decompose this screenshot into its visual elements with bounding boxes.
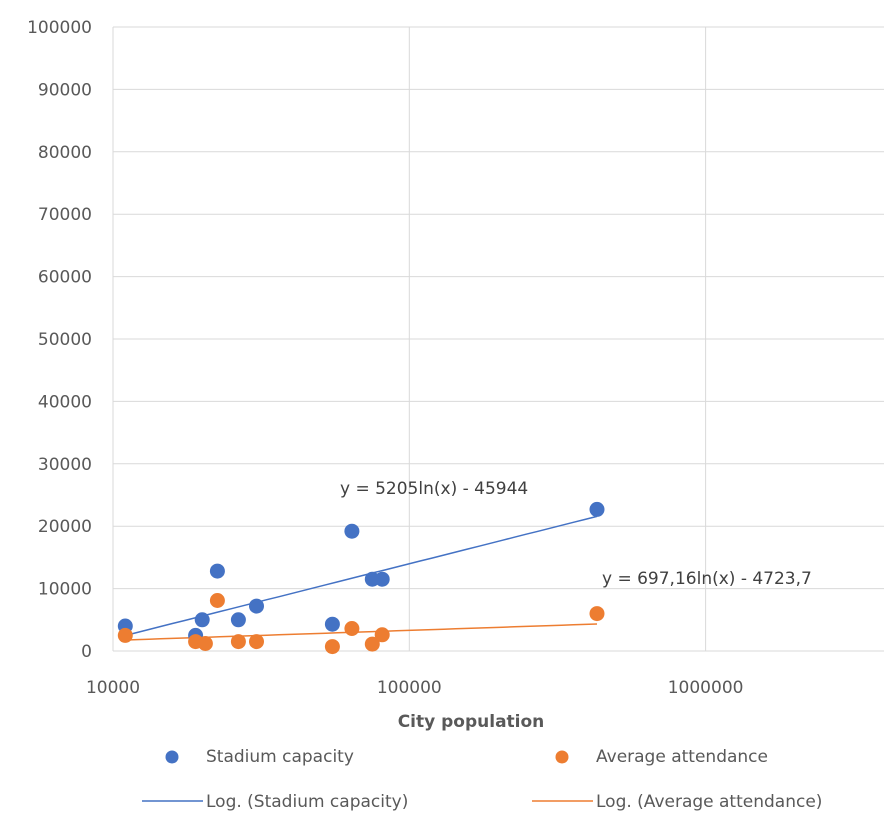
y-tick-label: 40000: [38, 392, 92, 412]
stadium-capacity-point: [324, 616, 340, 632]
legend-item-log-average-attendance: Log. (Average attendance): [532, 792, 822, 812]
y-tick-label: 20000: [38, 517, 92, 537]
average-attendance-point: [117, 627, 133, 643]
legend-item-log-stadium-capacity: Log. (Stadium capacity): [142, 792, 408, 812]
stadium-capacity-point: [344, 523, 360, 539]
legend-marker-stadium-capacity: [165, 750, 179, 764]
y-tick-label: 0: [81, 642, 92, 662]
stadium-capacity-point: [249, 598, 264, 614]
legend-item-stadium-capacity: Stadium capacity: [165, 747, 354, 767]
legend-label-log-average-attendance: Log. (Average attendance): [596, 792, 822, 812]
average-attendance-equation: y = 697,16ln(x) - 4723,7: [602, 569, 812, 589]
legend-label-average-attendance: Average attendance: [596, 747, 768, 767]
average-attendance-point: [364, 636, 380, 652]
gridlines: [112, 26, 884, 652]
x-tick-label: 10000: [86, 678, 140, 698]
average-attendance-point: [197, 636, 213, 651]
y-tick-label: 100000: [27, 18, 92, 38]
y-axis-tick-labels: 0 10000 20000 30000 40000 50000 60000 70000 8000…: [27, 18, 92, 662]
legend-marker-average-attendance: [555, 750, 569, 764]
average-attendance-point: [374, 627, 390, 643]
stadium-capacity-point: [374, 571, 390, 587]
average-attendance-point: [249, 634, 264, 650]
data-points: [117, 501, 605, 655]
y-tick-label: 70000: [38, 205, 92, 225]
stadium-capacity-point: [209, 563, 225, 579]
x-tick-label: 1000000: [668, 678, 744, 698]
stadium-capacity-point: [589, 501, 605, 517]
x-tick-label: 100000: [377, 678, 442, 698]
trendline-equations: y = 5205ln(x) - 45944 y = 697,16ln(x) - …: [340, 479, 812, 589]
average-attendance-point: [209, 593, 225, 608]
average-attendance-point: [324, 639, 340, 655]
x-axis-title: City population: [398, 712, 545, 732]
y-tick-label: 80000: [38, 143, 92, 163]
stadium-capacity-equation: y = 5205ln(x) - 45944: [340, 479, 528, 499]
y-tick-label: 50000: [38, 330, 92, 350]
y-tick-label: 60000: [38, 268, 92, 288]
y-tick-label: 30000: [38, 455, 92, 475]
legend-label-stadium-capacity: Stadium capacity: [206, 747, 354, 767]
x-axis-tick-labels: 10000 100000 1000000: [86, 678, 744, 698]
legend-label-log-stadium-capacity: Log. (Stadium capacity): [206, 792, 408, 812]
average-attendance-point: [589, 606, 605, 622]
y-tick-label: 90000: [38, 80, 92, 100]
legend-item-average-attendance: Average attendance: [555, 747, 768, 767]
average-attendance-point: [344, 621, 360, 636]
stadium-capacity-point: [230, 612, 246, 628]
y-tick-label: 10000: [38, 580, 92, 600]
average-attendance-point: [230, 634, 246, 650]
stadium-capacity-point: [194, 612, 210, 628]
legend: Stadium capacity Average attendance Log.…: [142, 747, 822, 812]
